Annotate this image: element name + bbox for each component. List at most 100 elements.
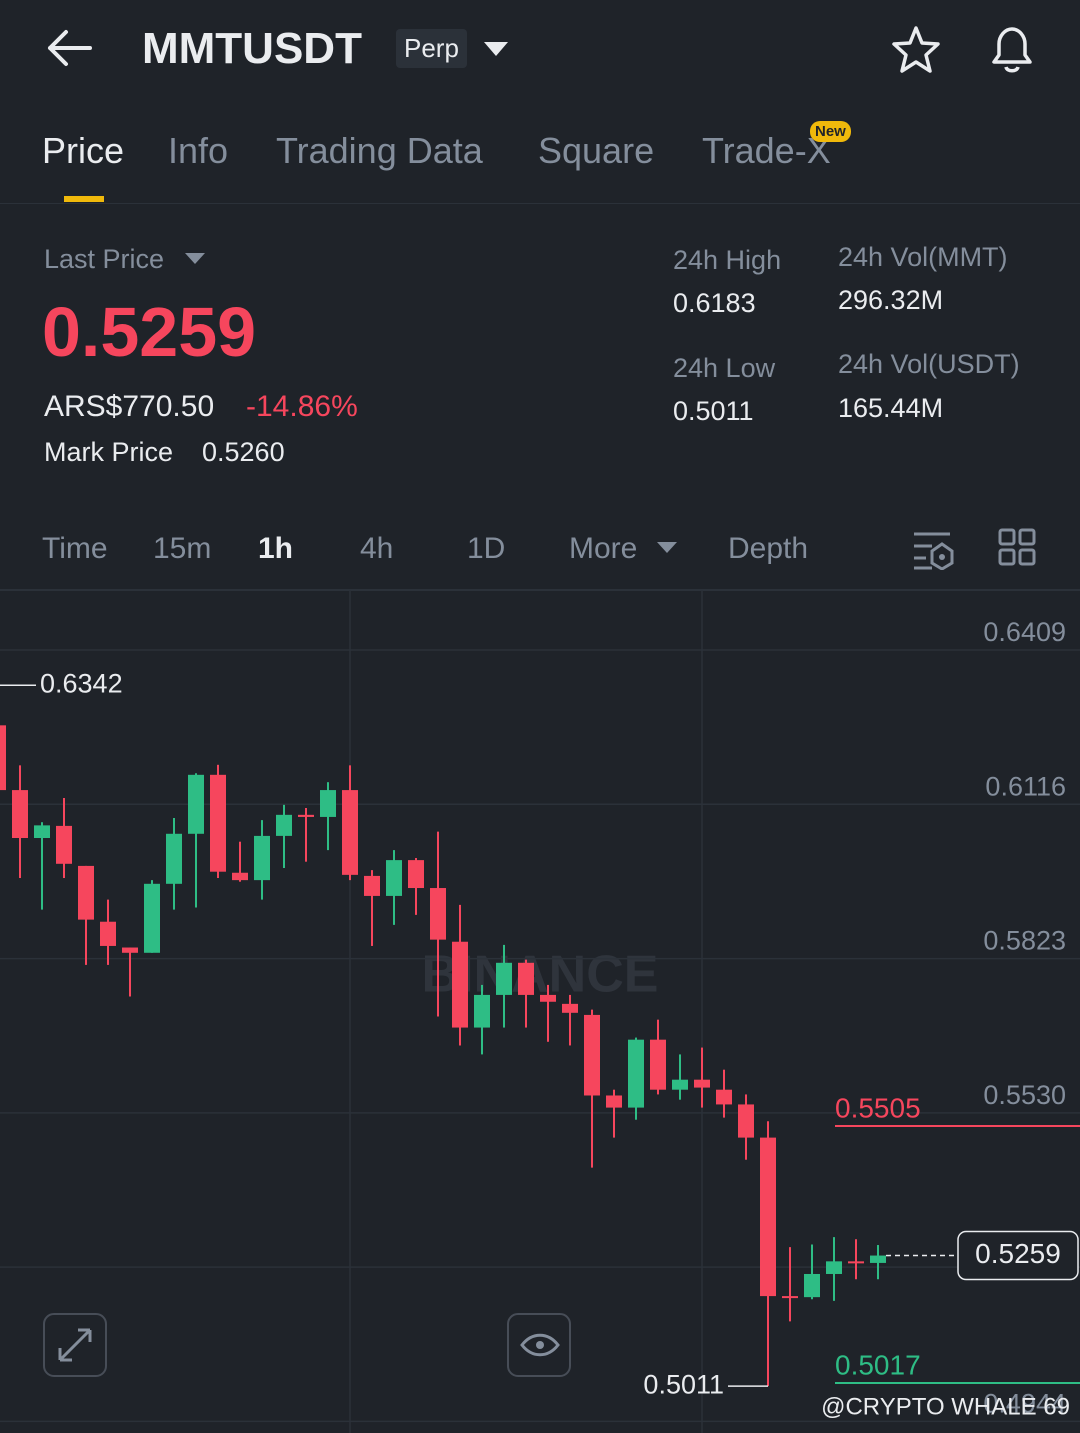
low-value: 0.5011	[673, 396, 754, 426]
mark-price: 0.5260	[202, 437, 285, 467]
candle-body	[364, 875, 380, 896]
candle-body	[672, 1079, 688, 1090]
divider	[0, 589, 1080, 591]
candle-body	[628, 1039, 644, 1108]
tab[interactable]: Square	[538, 130, 655, 171]
candle-body	[716, 1089, 732, 1105]
candle-body	[694, 1079, 710, 1088]
indicator-settings[interactable]	[912, 530, 954, 570]
high-label: 24h High	[673, 245, 782, 275]
high-marker-label: 0.6342	[40, 668, 123, 698]
candle-body	[848, 1261, 864, 1264]
last-price-label[interactable]: Last Price	[44, 244, 165, 274]
price-line-label: 0.5017	[835, 1349, 921, 1380]
local-price: ARS$770.50	[44, 390, 215, 423]
fullscreen-button[interactable]	[43, 1313, 107, 1377]
price-line-label: 0.5505	[835, 1092, 921, 1123]
interval[interactable]: 4h	[360, 532, 394, 565]
vol-usdt-value: 165.44M	[838, 393, 944, 423]
candle-body	[342, 790, 358, 875]
last-price: 0.5259	[42, 293, 257, 371]
candle-body	[452, 941, 468, 1028]
candle-body	[0, 725, 6, 791]
candle-body	[760, 1137, 776, 1297]
tab[interactable]: Info	[168, 130, 229, 171]
candle-body	[782, 1296, 798, 1299]
candle-body	[298, 814, 314, 817]
interval[interactable]: More	[569, 532, 638, 565]
candle-body	[56, 825, 72, 864]
fullscreen-icon	[58, 1328, 92, 1362]
y-tick-label: 0.5823	[983, 926, 1066, 956]
candle-body	[34, 825, 50, 839]
candle-body	[12, 790, 28, 839]
candle-body	[606, 1095, 622, 1108]
candle-body	[540, 994, 556, 1002]
vol-mmt-value: 296.32M	[838, 285, 944, 315]
divider	[0, 203, 1080, 204]
eye-icon	[536, 1341, 544, 1349]
candle-body	[870, 1255, 886, 1263]
candle-body	[188, 774, 204, 834]
candle-body	[408, 860, 424, 889]
low-label: 24h Low	[673, 353, 776, 383]
eye-icon	[520, 1333, 560, 1357]
candle-body	[254, 835, 270, 881]
vol-mmt-label: 24h Vol(MMT)	[838, 242, 1008, 272]
watermark: @CRYPTO WHALE 69	[821, 1393, 1070, 1420]
interval[interactable]: 1h	[258, 532, 294, 565]
tab[interactable]: Trading Data	[276, 130, 483, 171]
interval[interactable]: 15m	[153, 532, 212, 565]
candle-body	[584, 1014, 600, 1096]
dropdown[interactable]	[656, 541, 678, 555]
interval[interactable]: 1D	[467, 532, 506, 565]
candle-body	[474, 994, 490, 1028]
tab-indicator	[64, 196, 104, 202]
high-value: 0.6183	[673, 288, 756, 318]
y-tick-label: 0.6409	[983, 617, 1066, 647]
vol-usdt-label: 24h Vol(USDT)	[838, 349, 1020, 379]
candle-body	[430, 888, 446, 940]
tab[interactable]: Trade-X	[702, 130, 831, 171]
visibility-button[interactable]	[507, 1313, 571, 1377]
candle-body	[826, 1261, 842, 1274]
candle-body	[804, 1273, 820, 1298]
y-tick-label: 0.6116	[985, 771, 1066, 801]
symbol-dropdown[interactable]	[482, 40, 510, 58]
symbol[interactable]: MMTUSDT	[142, 24, 362, 73]
low-marker-label: 0.5011	[643, 1369, 724, 1399]
alert-button[interactable]	[986, 22, 1038, 76]
candle-body	[320, 790, 336, 817]
candle-body	[386, 860, 402, 896]
last-price-tag	[957, 1230, 1079, 1281]
candle-body	[738, 1104, 754, 1138]
candle-body	[122, 947, 138, 953]
interval[interactable]: Depth	[728, 532, 809, 565]
candlestick-chart: BINANCE 0.64090.61160.58230.55300.52370.…	[0, 590, 1080, 1433]
y-tick-label: 0.5530	[983, 1080, 1066, 1110]
new-badge: New	[810, 121, 851, 142]
favorite-button[interactable]	[890, 24, 942, 74]
perp-badge: Perp	[396, 29, 467, 68]
candle-body	[210, 774, 226, 872]
y-tick-label: 0.4944	[983, 1389, 1066, 1419]
price-change: -14.86%	[246, 390, 358, 423]
back-button[interactable]	[44, 28, 94, 68]
candle-body	[166, 833, 182, 884]
candle-body	[232, 872, 248, 881]
candle-body	[496, 962, 512, 995]
candle-body	[562, 1003, 578, 1013]
candle-body	[100, 921, 116, 946]
interval[interactable]: Time	[42, 532, 108, 565]
candle-body	[276, 814, 292, 836]
candle-body	[518, 962, 534, 995]
candle-body	[144, 883, 160, 953]
mark-price-label: Mark Price	[44, 437, 174, 467]
last-price-label: 0.5259	[975, 1238, 1061, 1269]
tab[interactable]: Price	[42, 130, 125, 171]
candle-body	[650, 1039, 666, 1090]
candle-body	[78, 865, 94, 920]
layout-button[interactable]	[998, 528, 1038, 568]
dropdown[interactable]	[184, 252, 206, 266]
